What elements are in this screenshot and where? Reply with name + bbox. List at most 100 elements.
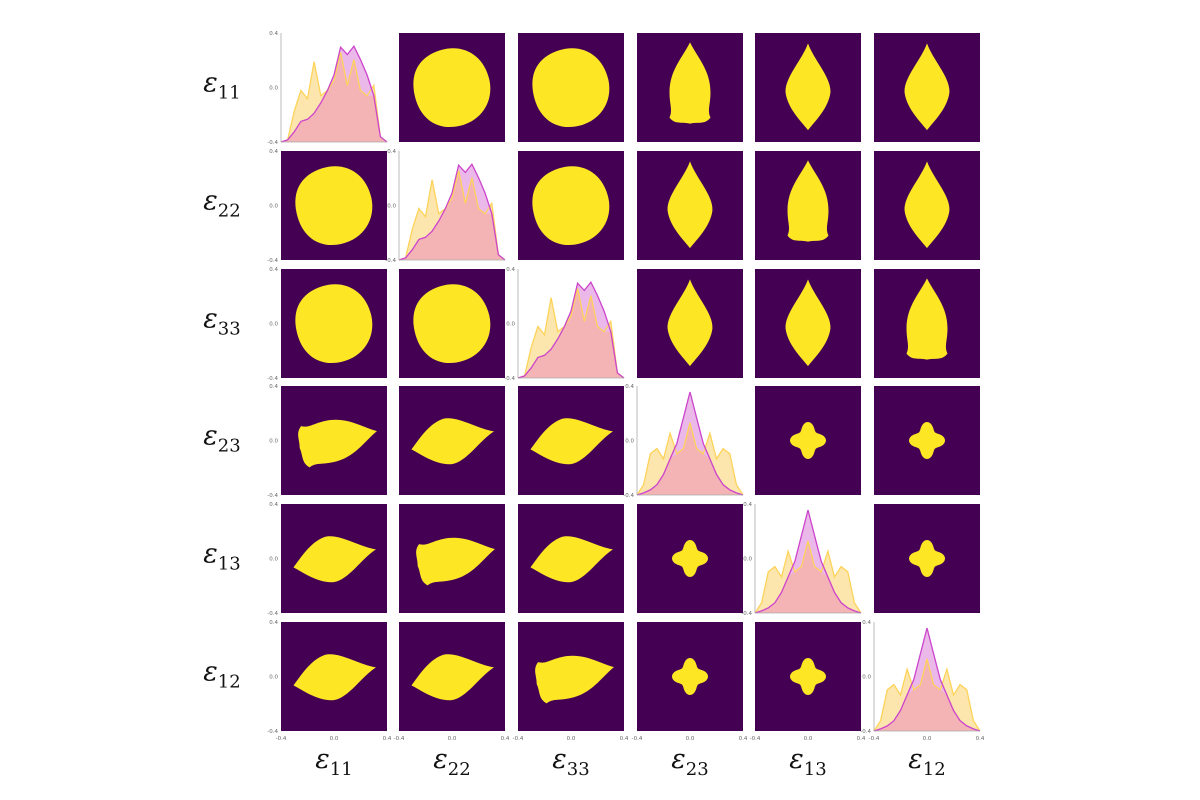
panel-ε11-vs-ε11: -0.4 0.0 0.4 (267, 31, 388, 146)
density-region (295, 166, 373, 245)
x-tick-label: -0.4 (632, 736, 643, 742)
panel-ε33-vs-ε13 (755, 269, 861, 378)
density-region (413, 284, 491, 363)
density-region (411, 654, 494, 701)
x-tick-label: -0.4 (513, 736, 524, 742)
panel-ε12-vs-ε33: -0.4 0.0 0.4 (513, 622, 629, 742)
panel-ε33-vs-ε33: -0.4 0.0 0.4 (504, 267, 625, 382)
panel-ε23-vs-ε13 (755, 386, 861, 495)
panel-ε11-vs-ε13 (755, 33, 861, 142)
x-tick-label: 0.4 (501, 736, 510, 742)
panel-ε13-vs-ε12 (874, 504, 980, 613)
y-tick-label: 0.4 (269, 620, 278, 626)
kde-line-series-1 (754, 540, 862, 614)
panel-ε33-vs-ε23 (637, 269, 743, 378)
y-tick-label: 0.0 (387, 204, 396, 210)
x-tick-label: 0.4 (857, 736, 866, 742)
x-tick-label: 0.4 (620, 736, 629, 742)
density-region (667, 161, 713, 249)
row-label-ε22: ε22 (203, 186, 240, 222)
column-label-ε11: ε11 (315, 744, 352, 780)
y-tick-label: -0.4 (860, 729, 871, 735)
density-region (293, 654, 376, 701)
kde-overlap-fill (755, 540, 861, 613)
y-tick-label: 0.0 (269, 439, 278, 445)
density-region (789, 421, 827, 460)
panel-ε12-vs-ε12: -0.40.00.4-0.4 0.0 0.4 (860, 620, 985, 742)
density-region (532, 48, 610, 127)
panel-ε23-vs-ε11: -0.4 0.0 0.4 (267, 384, 387, 499)
panel-ε11-vs-ε12 (874, 33, 980, 142)
y-tick-label: 0.4 (862, 620, 871, 626)
kde-overlap-fill (637, 422, 743, 495)
panel-ε33-vs-ε12 (874, 269, 980, 378)
y-tick-label: 0.0 (862, 675, 871, 681)
column-label-ε13: ε13 (789, 744, 826, 780)
panel-ε13-vs-ε33 (518, 504, 624, 613)
row-label-ε12: ε12 (203, 657, 240, 693)
kde-line-series-1 (398, 170, 506, 261)
x-tick-label: 0.4 (739, 736, 748, 742)
density-region (530, 418, 613, 465)
panel-ε22-vs-ε23 (637, 151, 743, 260)
panel-ε23-vs-ε22 (399, 386, 505, 495)
density-region (535, 655, 614, 704)
kde-line-series-1 (636, 422, 744, 496)
density-region (908, 539, 946, 578)
panel-ε12-vs-ε22: -0.4 0.0 0.4 (394, 622, 510, 742)
x-tick-label: -0.4 (394, 736, 405, 742)
y-tick-label: -0.4 (385, 258, 396, 264)
column-label-ε22: ε22 (433, 744, 470, 780)
y-tick-label: 0.4 (506, 267, 515, 273)
x-tick-label: -0.4 (276, 736, 287, 742)
kde-line-series-1 (873, 658, 981, 732)
row-label-ε33: ε33 (203, 304, 240, 340)
density-region (532, 166, 610, 245)
density-region (413, 48, 491, 127)
density-region (789, 657, 827, 696)
x-tick-label: 0.0 (686, 736, 695, 742)
y-tick-label: 0.0 (269, 675, 278, 681)
panel-ε22-vs-ε13 (755, 151, 861, 260)
panel-ε22-vs-ε22: -0.4 0.0 0.4 (385, 149, 506, 264)
y-tick-label: 0.0 (743, 557, 752, 563)
x-tick-label: 0.0 (448, 736, 457, 742)
panel-ε13-vs-ε23 (637, 504, 743, 613)
kde-line-series-2 (754, 509, 862, 614)
y-tick-label: 0.0 (506, 322, 515, 328)
panel-ε11-vs-ε22 (399, 33, 505, 142)
density-region (416, 537, 495, 586)
kde-line-series-2 (398, 162, 506, 261)
panel-ε23-vs-ε12 (874, 386, 980, 495)
density-region (671, 657, 709, 696)
y-tick-label: 0.0 (269, 322, 278, 328)
density-region (295, 284, 373, 363)
y-tick-label: -0.4 (741, 611, 752, 617)
x-tick-label: 0.4 (976, 736, 985, 742)
y-tick-label: -0.4 (623, 493, 634, 499)
kde-line-series-2 (636, 391, 744, 496)
x-tick-label: 0.0 (567, 736, 576, 742)
y-tick-label: 0.4 (269, 31, 278, 37)
column-label-ε12: ε12 (908, 744, 945, 780)
column-label-ε23: ε23 (671, 744, 708, 780)
density-region (787, 160, 829, 242)
density-region (785, 43, 831, 131)
panel-ε13-vs-ε22 (399, 504, 505, 613)
density-region (298, 419, 377, 468)
density-region (667, 279, 713, 367)
panel-ε33-vs-ε11: -0.4 0.0 0.4 (267, 267, 387, 382)
kde-line-series-2 (517, 280, 625, 379)
row-label-ε11: ε11 (203, 68, 240, 104)
y-tick-label: -0.4 (267, 376, 278, 382)
x-tick-label: 0.0 (330, 736, 339, 742)
kde-line-series-2 (873, 627, 981, 732)
y-tick-label: 0.4 (269, 384, 278, 390)
density-region (411, 418, 494, 465)
density-region (904, 161, 950, 249)
y-tick-label: -0.4 (267, 258, 278, 264)
y-tick-label: -0.4 (267, 729, 278, 735)
panel-ε12-vs-ε23: -0.4 0.0 0.4 (632, 622, 748, 742)
y-tick-label: 0.4 (743, 502, 752, 508)
